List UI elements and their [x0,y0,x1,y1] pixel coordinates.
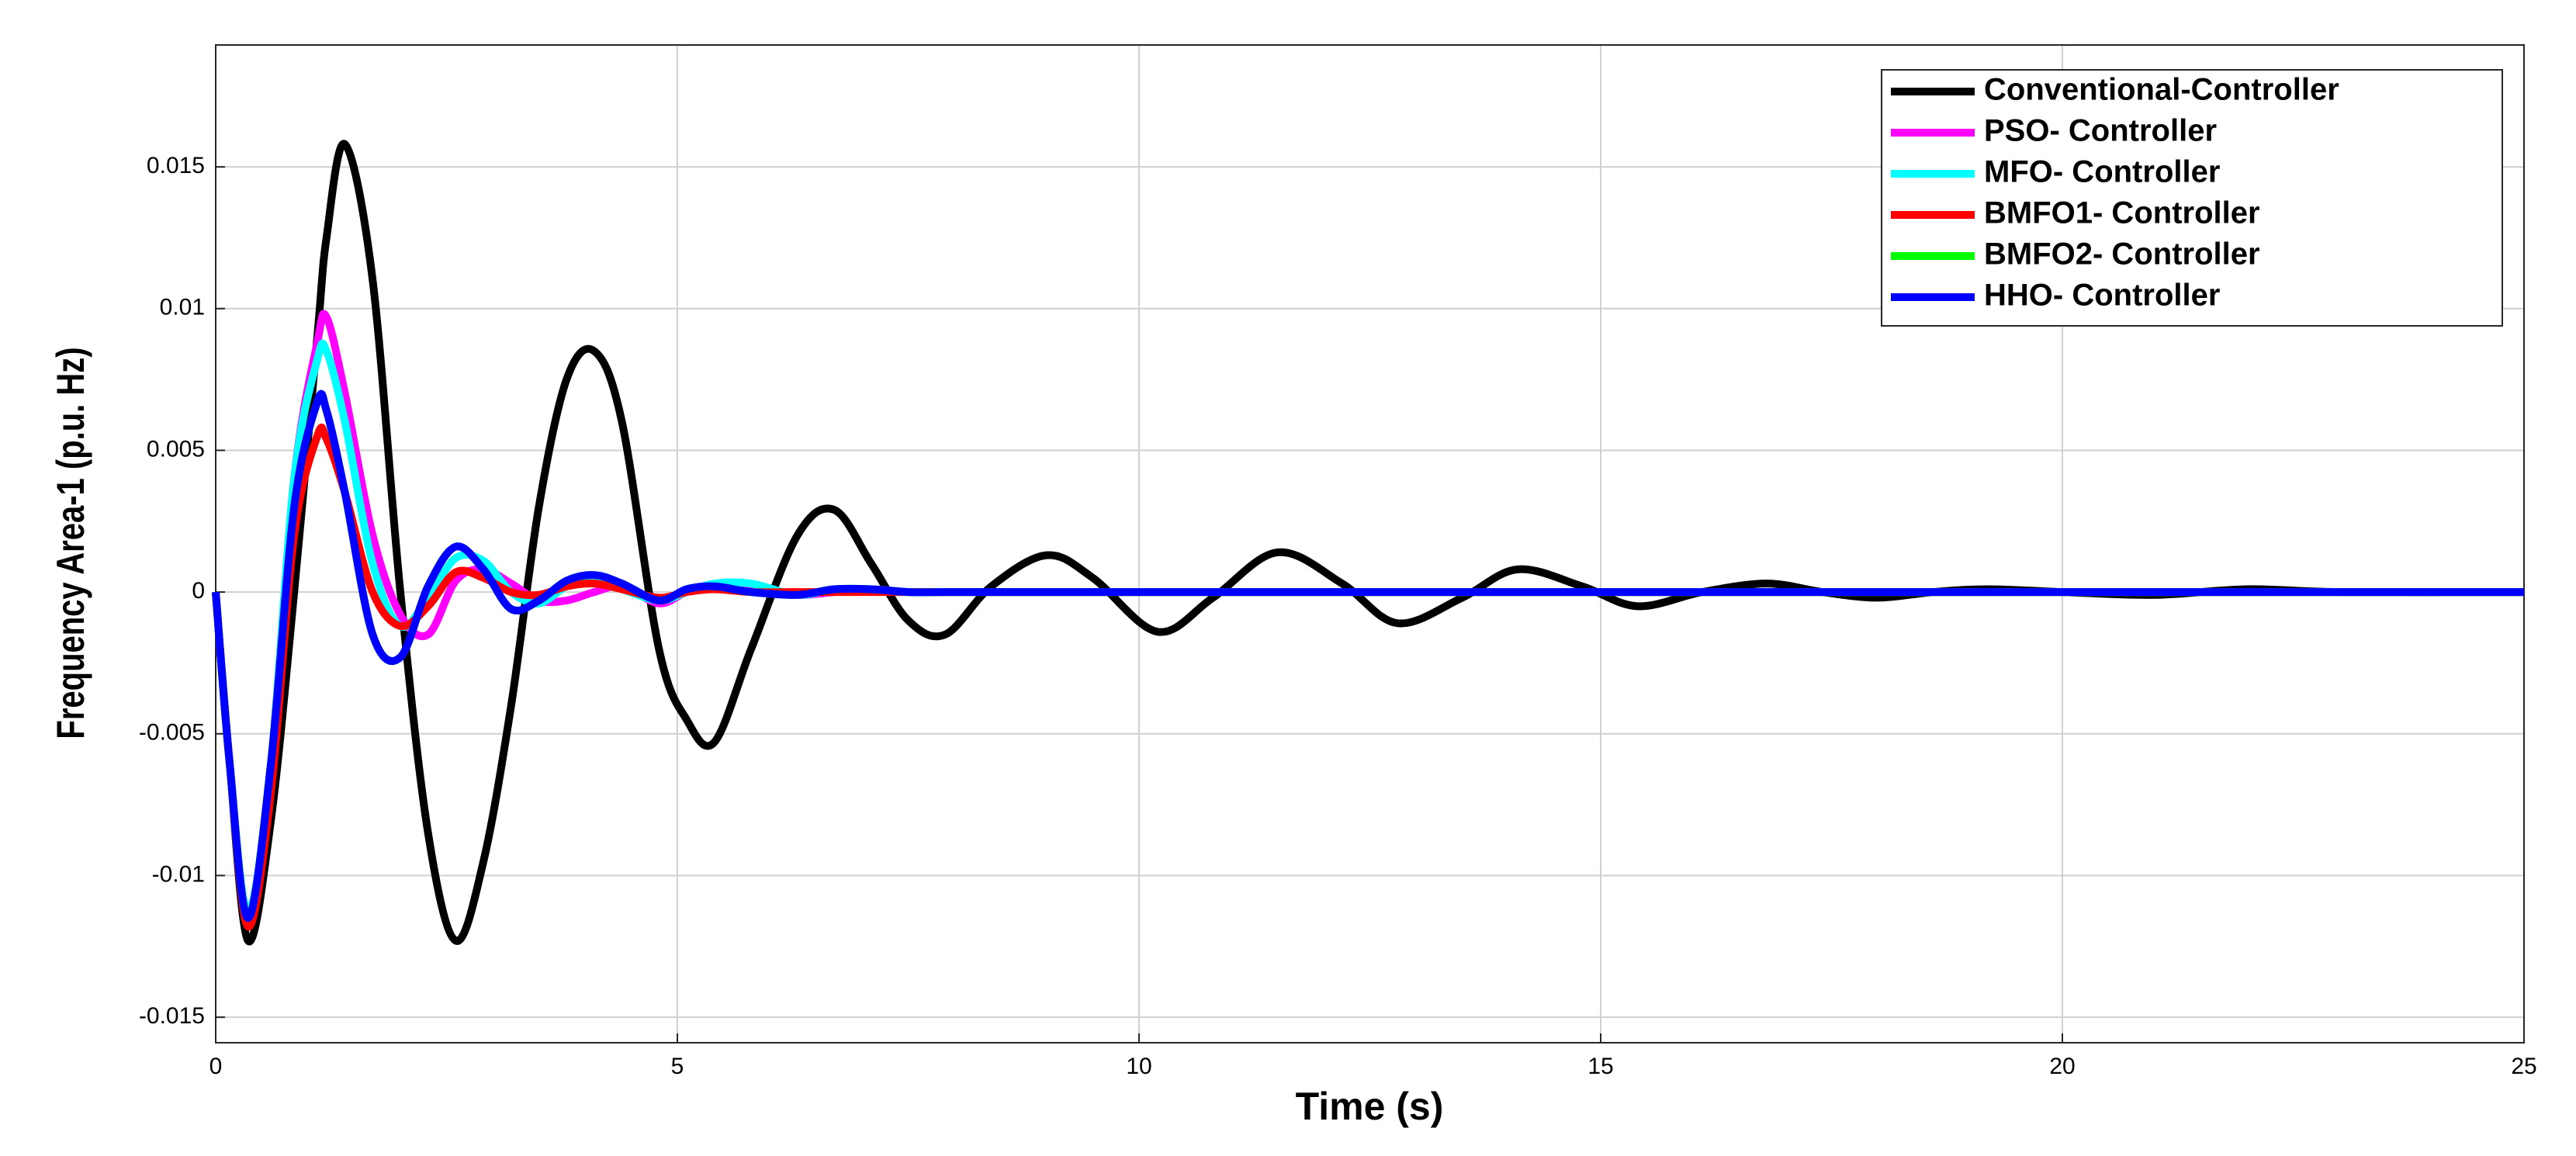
y-tick-label: -0.01 [152,861,205,887]
x-tick-label: 15 [1587,1054,1613,1079]
series-line [212,389,2524,922]
legend-label: PSO- Controller [1984,114,2217,148]
legend-label: BMFO1- Controller [1984,196,2260,230]
y-tick-label: 0.01 [160,295,205,320]
legend-label: MFO- Controller [1984,155,2220,189]
legend-label: BMFO2- Controller [1984,237,2260,272]
legend-label: Conventional-Controller [1984,73,2339,107]
y-tick-label: 0.005 [147,436,205,462]
plot-frame [215,44,2525,1044]
y-tick-label: 0.015 [147,153,205,178]
y-tick-label: -0.015 [139,1003,205,1029]
series-line [212,140,2525,946]
x-tick-label: 5 [671,1054,684,1079]
x-tick-label: 10 [1126,1054,1151,1079]
y-tick-label: 0 [192,578,205,604]
x-tick-label: 0 [209,1054,223,1079]
x-tick-label: 20 [2049,1054,2075,1079]
legend-box [1881,69,2503,327]
x-axis-label: Time (s) [1296,1085,1444,1128]
x-tick-label: 25 [2511,1054,2536,1079]
y-tick-label: -0.005 [139,720,205,746]
y-axis-label: Frequency Area-1 (p.u. Hz) [49,347,92,739]
legend-label: HHO- Controller [1984,279,2220,313]
